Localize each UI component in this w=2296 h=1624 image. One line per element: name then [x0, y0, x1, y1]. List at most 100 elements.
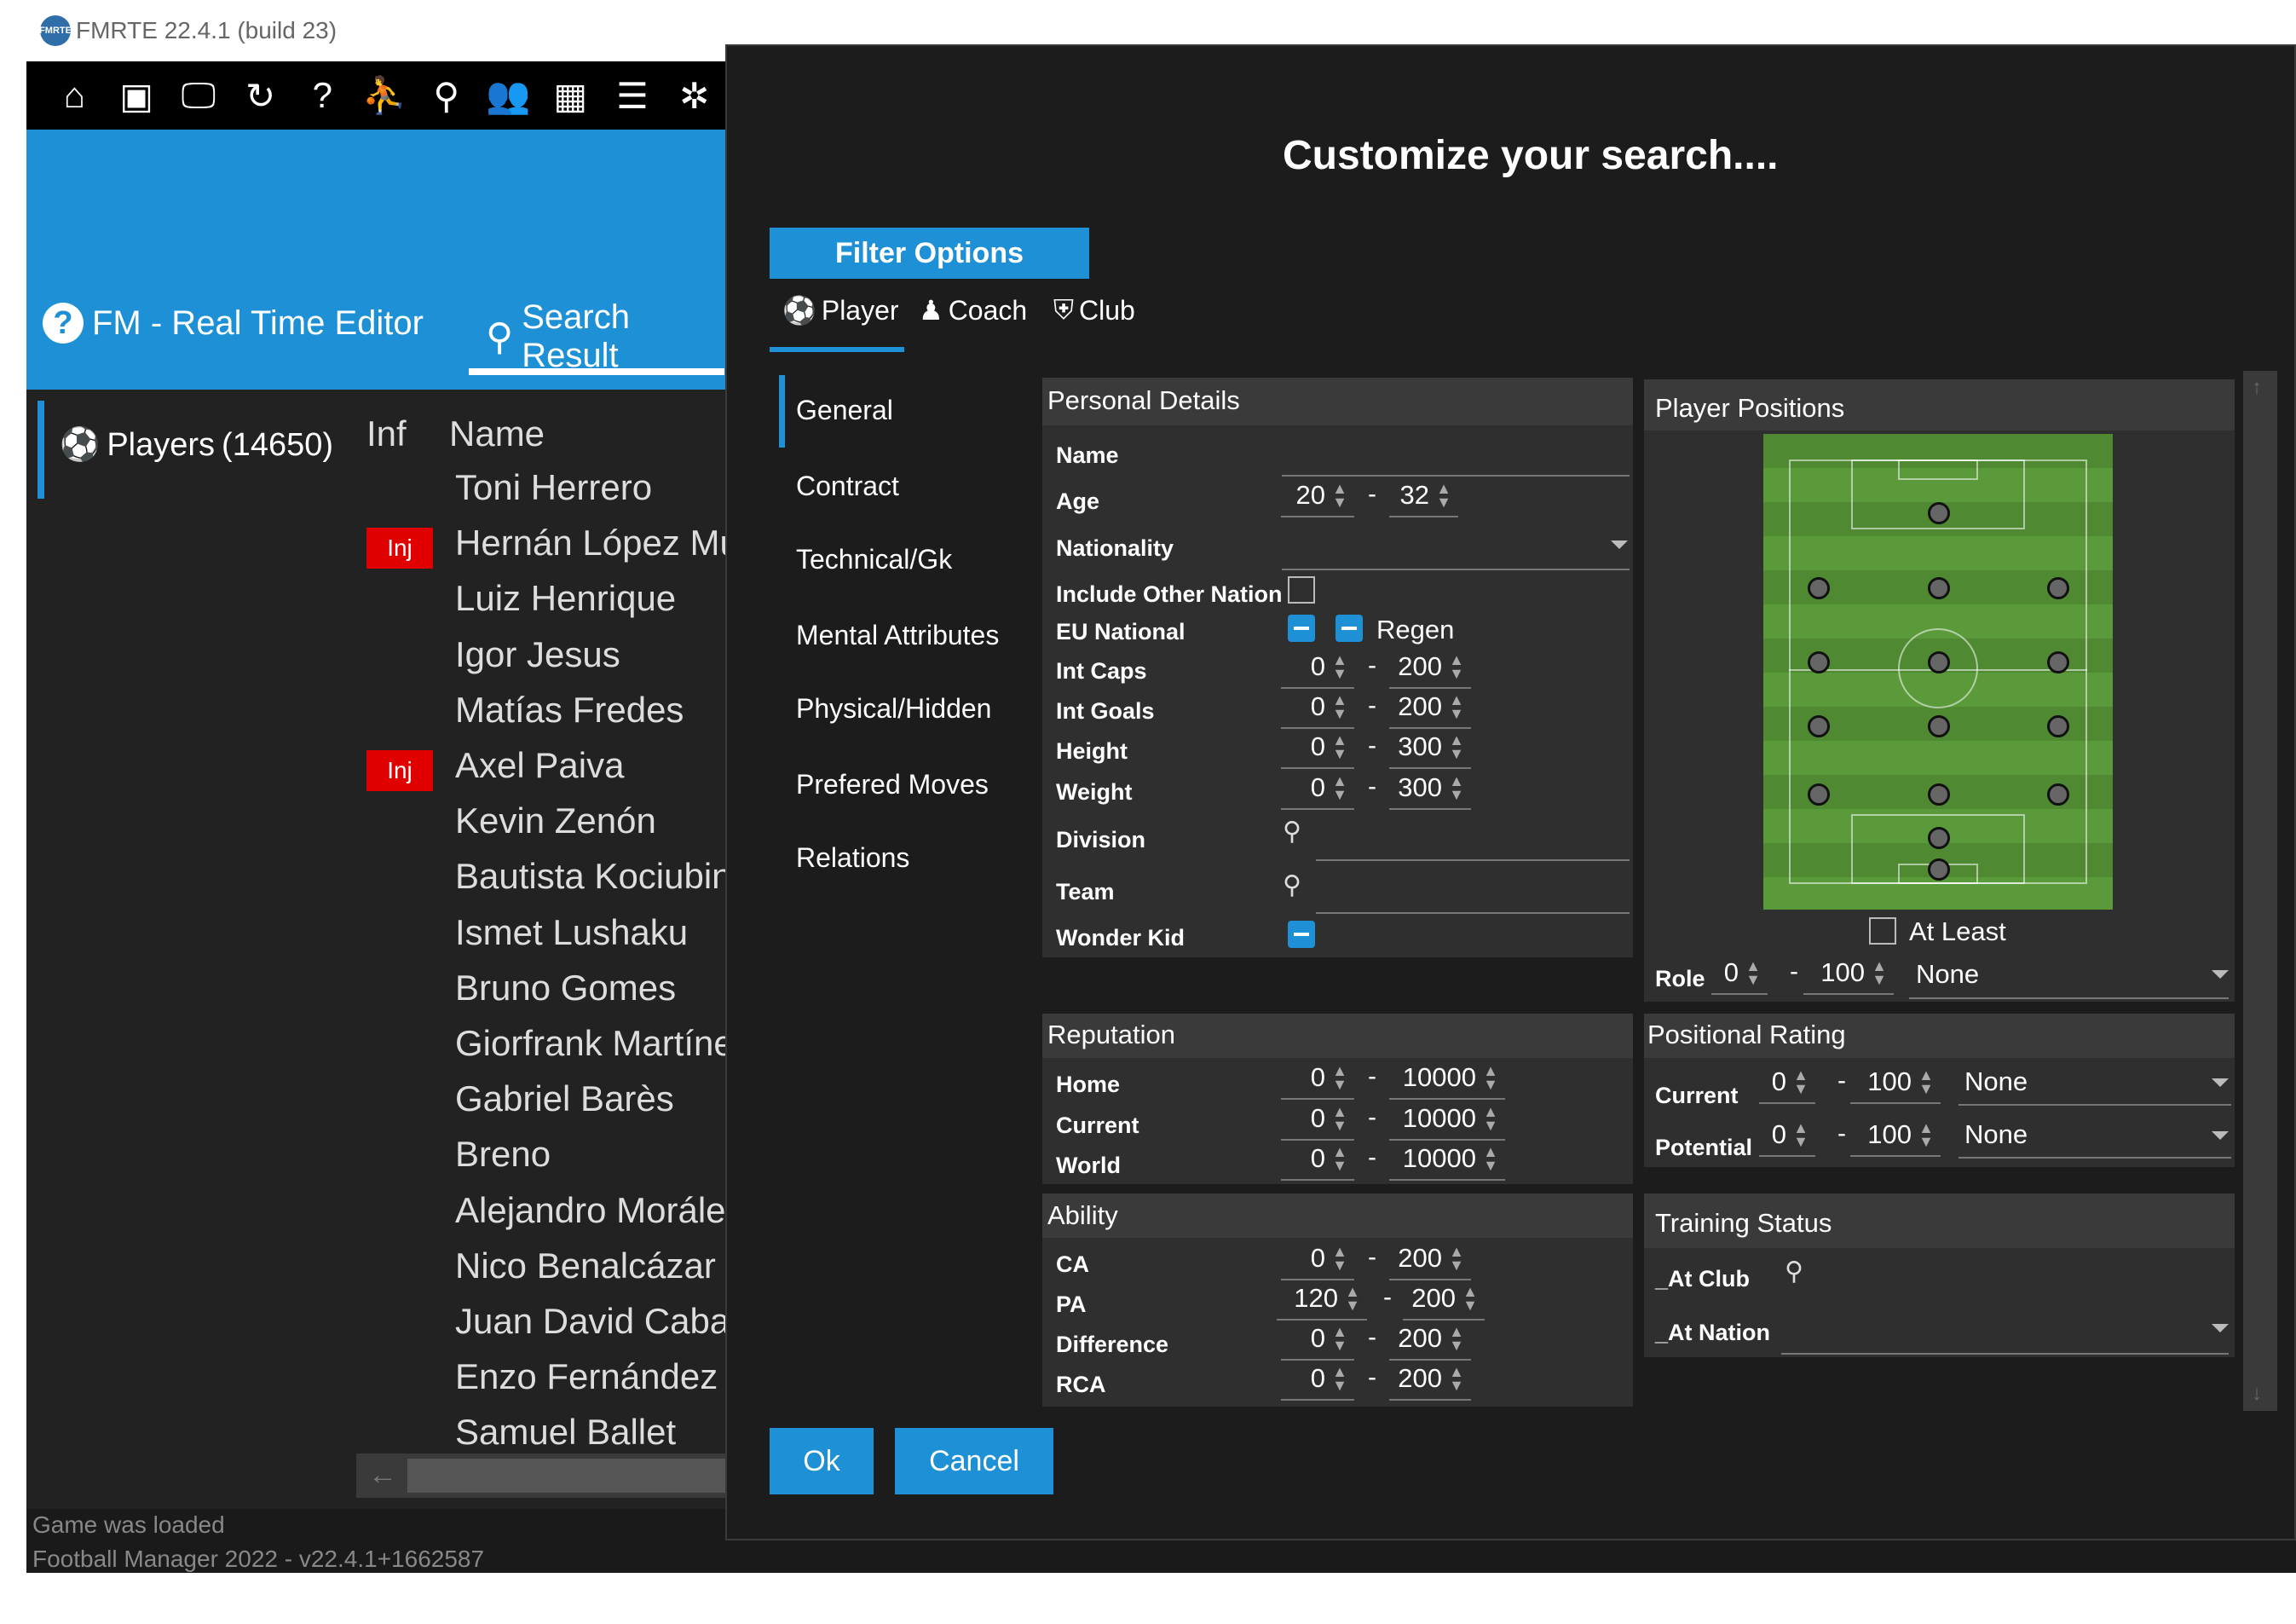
table-row[interactable]: Nico Benalcázar	[455, 1245, 716, 1286]
division-input[interactable]	[1316, 859, 1630, 861]
ability-pa-max-spinner-icon[interactable]: ▲ ▼	[1462, 1283, 1478, 1314]
position-selector[interactable]	[1808, 577, 1830, 599]
ability-rca-min-spinner-icon[interactable]: ▲ ▼	[1332, 1363, 1347, 1394]
rating-potential-min-spinner-icon[interactable]: ▲ ▼	[1793, 1119, 1809, 1150]
table-row[interactable]: Juan David Cabal	[455, 1301, 738, 1341]
rating-potential-dropdown-arrow-icon[interactable]	[2212, 1131, 2229, 1140]
rating-potential-min-value[interactable]: 0	[1771, 1119, 1786, 1149]
position-selector[interactable]	[2047, 783, 2069, 806]
position-selector[interactable]	[1928, 827, 1950, 849]
table-row[interactable]: Samuel Ballet	[455, 1412, 677, 1452]
monitor-icon[interactable]: 🖵	[181, 74, 216, 115]
position-selector[interactable]	[1808, 651, 1830, 673]
filter-options-button[interactable]: Filter Options	[770, 228, 1089, 279]
position-selector[interactable]	[2047, 715, 2069, 737]
table-row[interactable]: Giorfrank Martíne	[455, 1023, 734, 1063]
rating-current-min-spinner-icon[interactable]: ▲ ▼	[1793, 1066, 1809, 1097]
reputation-current-min-spinner-icon[interactable]: ▲ ▼	[1332, 1103, 1347, 1134]
tab-club[interactable]: ⛨ Club	[1053, 294, 1135, 327]
ability-pa-min-spinner-icon[interactable]: ▲ ▼	[1345, 1283, 1360, 1314]
height-max-spinner-icon[interactable]: ▲ ▼	[1449, 731, 1464, 762]
int-goals-max-spinner-icon[interactable]: ▲ ▼	[1449, 691, 1464, 722]
tab-real-time-editor[interactable]: ? FM - Real Time Editor	[43, 303, 424, 344]
rating-current-min-value[interactable]: 0	[1771, 1066, 1786, 1096]
table-row[interactable]: Matías Fredes	[455, 690, 684, 730]
int-goals-min-spinner-icon[interactable]: ▲ ▼	[1332, 691, 1347, 722]
ability-ca-min-spinner-icon[interactable]: ▲ ▼	[1332, 1243, 1347, 1274]
nav-general[interactable]: General	[796, 395, 893, 425]
role-max-value[interactable]: 100	[1820, 957, 1865, 987]
reputation-world-max-spinner-icon[interactable]: ▲ ▼	[1483, 1143, 1498, 1174]
name-input[interactable]	[1282, 475, 1630, 477]
reputation-home-min-value[interactable]: 0	[1310, 1062, 1325, 1092]
division-search-icon[interactable]: ⚲	[1283, 818, 1301, 846]
role-max-spinner-icon[interactable]: ▲ ▼	[1872, 957, 1887, 988]
transfer-icon[interactable]: ⛹	[361, 74, 407, 115]
ability-diff-max-value[interactable]: 200	[1398, 1323, 1442, 1353]
table-row[interactable]: Igor Jesus	[455, 634, 620, 674]
wonder-kid-checkbox[interactable]	[1288, 921, 1315, 948]
scroll-left-icon[interactable]: ←	[368, 1459, 397, 1491]
height-min-spinner-icon[interactable]: ▲ ▼	[1332, 731, 1347, 762]
table-row[interactable]: Toni Herrero	[455, 467, 653, 507]
height-min-value[interactable]: 0	[1310, 731, 1325, 761]
nationality-dropdown[interactable]	[1282, 569, 1630, 570]
table-row[interactable]: Alejandro Moráles	[455, 1190, 744, 1230]
table-row[interactable]: Luiz Henrique	[455, 578, 677, 618]
height-max-value[interactable]: 300	[1398, 731, 1442, 761]
reputation-world-max-value[interactable]: 10000	[1402, 1143, 1476, 1173]
ability-ca-min-value[interactable]: 0	[1310, 1243, 1325, 1273]
weight-min-spinner-icon[interactable]: ▲ ▼	[1332, 772, 1347, 803]
nav-prefered-moves[interactable]: Prefered Moves	[796, 769, 989, 800]
role-min-spinner-icon[interactable]: ▲ ▼	[1745, 957, 1761, 988]
home-icon[interactable]: ⌂	[63, 75, 86, 115]
weight-max-value[interactable]: 300	[1398, 772, 1442, 802]
position-selector[interactable]	[1928, 577, 1950, 599]
rating-current-dropdown[interactable]	[1959, 1104, 2231, 1106]
at-least-checkbox[interactable]	[1869, 917, 1896, 945]
refresh-icon[interactable]: ↻	[245, 75, 276, 116]
ability-diff-max-spinner-icon[interactable]: ▲ ▼	[1449, 1323, 1464, 1354]
position-selector[interactable]	[1928, 502, 1950, 524]
weight-min-value[interactable]: 0	[1310, 772, 1325, 802]
save-icon[interactable]: ▣	[119, 75, 153, 116]
nav-mental-attributes[interactable]: Mental Attributes	[796, 620, 1000, 650]
int-caps-min-value[interactable]: 0	[1310, 651, 1325, 681]
position-selector[interactable]	[1928, 858, 1950, 881]
ok-button[interactable]: Ok	[770, 1428, 874, 1494]
role-dropdown-arrow-icon[interactable]	[2212, 970, 2229, 979]
age-max-spinner-icon[interactable]: ▲ ▼	[1436, 480, 1451, 511]
nationality-dropdown-arrow-icon[interactable]	[1611, 540, 1628, 549]
notes-icon[interactable]: ☰	[616, 75, 649, 116]
table-row[interactable]: Kevin Zenón	[455, 800, 656, 841]
weight-max-spinner-icon[interactable]: ▲ ▼	[1449, 772, 1464, 803]
people-icon[interactable]: 👥	[486, 74, 531, 115]
reputation-home-max-value[interactable]: 10000	[1402, 1062, 1476, 1092]
position-selector[interactable]	[1928, 715, 1950, 737]
age-min-spinner-icon[interactable]: ▲ ▼	[1332, 480, 1347, 511]
table-row[interactable]: Hernán López Mu	[455, 523, 740, 563]
int-goals-min-value[interactable]: 0	[1310, 691, 1325, 721]
age-max-value[interactable]: 32	[1399, 480, 1429, 510]
reputation-home-min-spinner-icon[interactable]: ▲ ▼	[1332, 1062, 1347, 1093]
horizontal-scrollbar[interactable]: ←	[356, 1454, 731, 1498]
table-row[interactable]: Ismet Lushaku	[455, 912, 689, 952]
tab-coach[interactable]: ♟ Coach	[919, 294, 1027, 327]
rating-current-max-value[interactable]: 100	[1867, 1066, 1912, 1096]
at-club-search-icon[interactable]: ⚲	[1785, 1257, 1803, 1286]
ability-rca-max-value[interactable]: 200	[1398, 1363, 1442, 1393]
table-row[interactable]: Enzo Fernández	[455, 1356, 718, 1396]
rating-current-max-spinner-icon[interactable]: ▲ ▼	[1918, 1066, 1934, 1097]
calendar-icon[interactable]: ▦	[553, 75, 588, 116]
position-selector[interactable]	[1928, 783, 1950, 806]
table-row[interactable]: Bautista Kociubin	[455, 856, 732, 896]
role-dropdown[interactable]	[1909, 997, 2229, 999]
rating-current-dropdown-arrow-icon[interactable]	[2212, 1078, 2229, 1087]
nav-relations[interactable]: Relations	[796, 842, 910, 873]
help-icon[interactable]: ?	[312, 75, 332, 115]
reputation-home-max-spinner-icon[interactable]: ▲ ▼	[1483, 1062, 1498, 1093]
column-header-inf[interactable]: Inf	[366, 413, 407, 454]
table-row[interactable]: Axel Paiva	[455, 745, 625, 785]
tab-player[interactable]: ⚽ Player	[782, 294, 899, 327]
position-selector[interactable]	[1928, 651, 1950, 673]
